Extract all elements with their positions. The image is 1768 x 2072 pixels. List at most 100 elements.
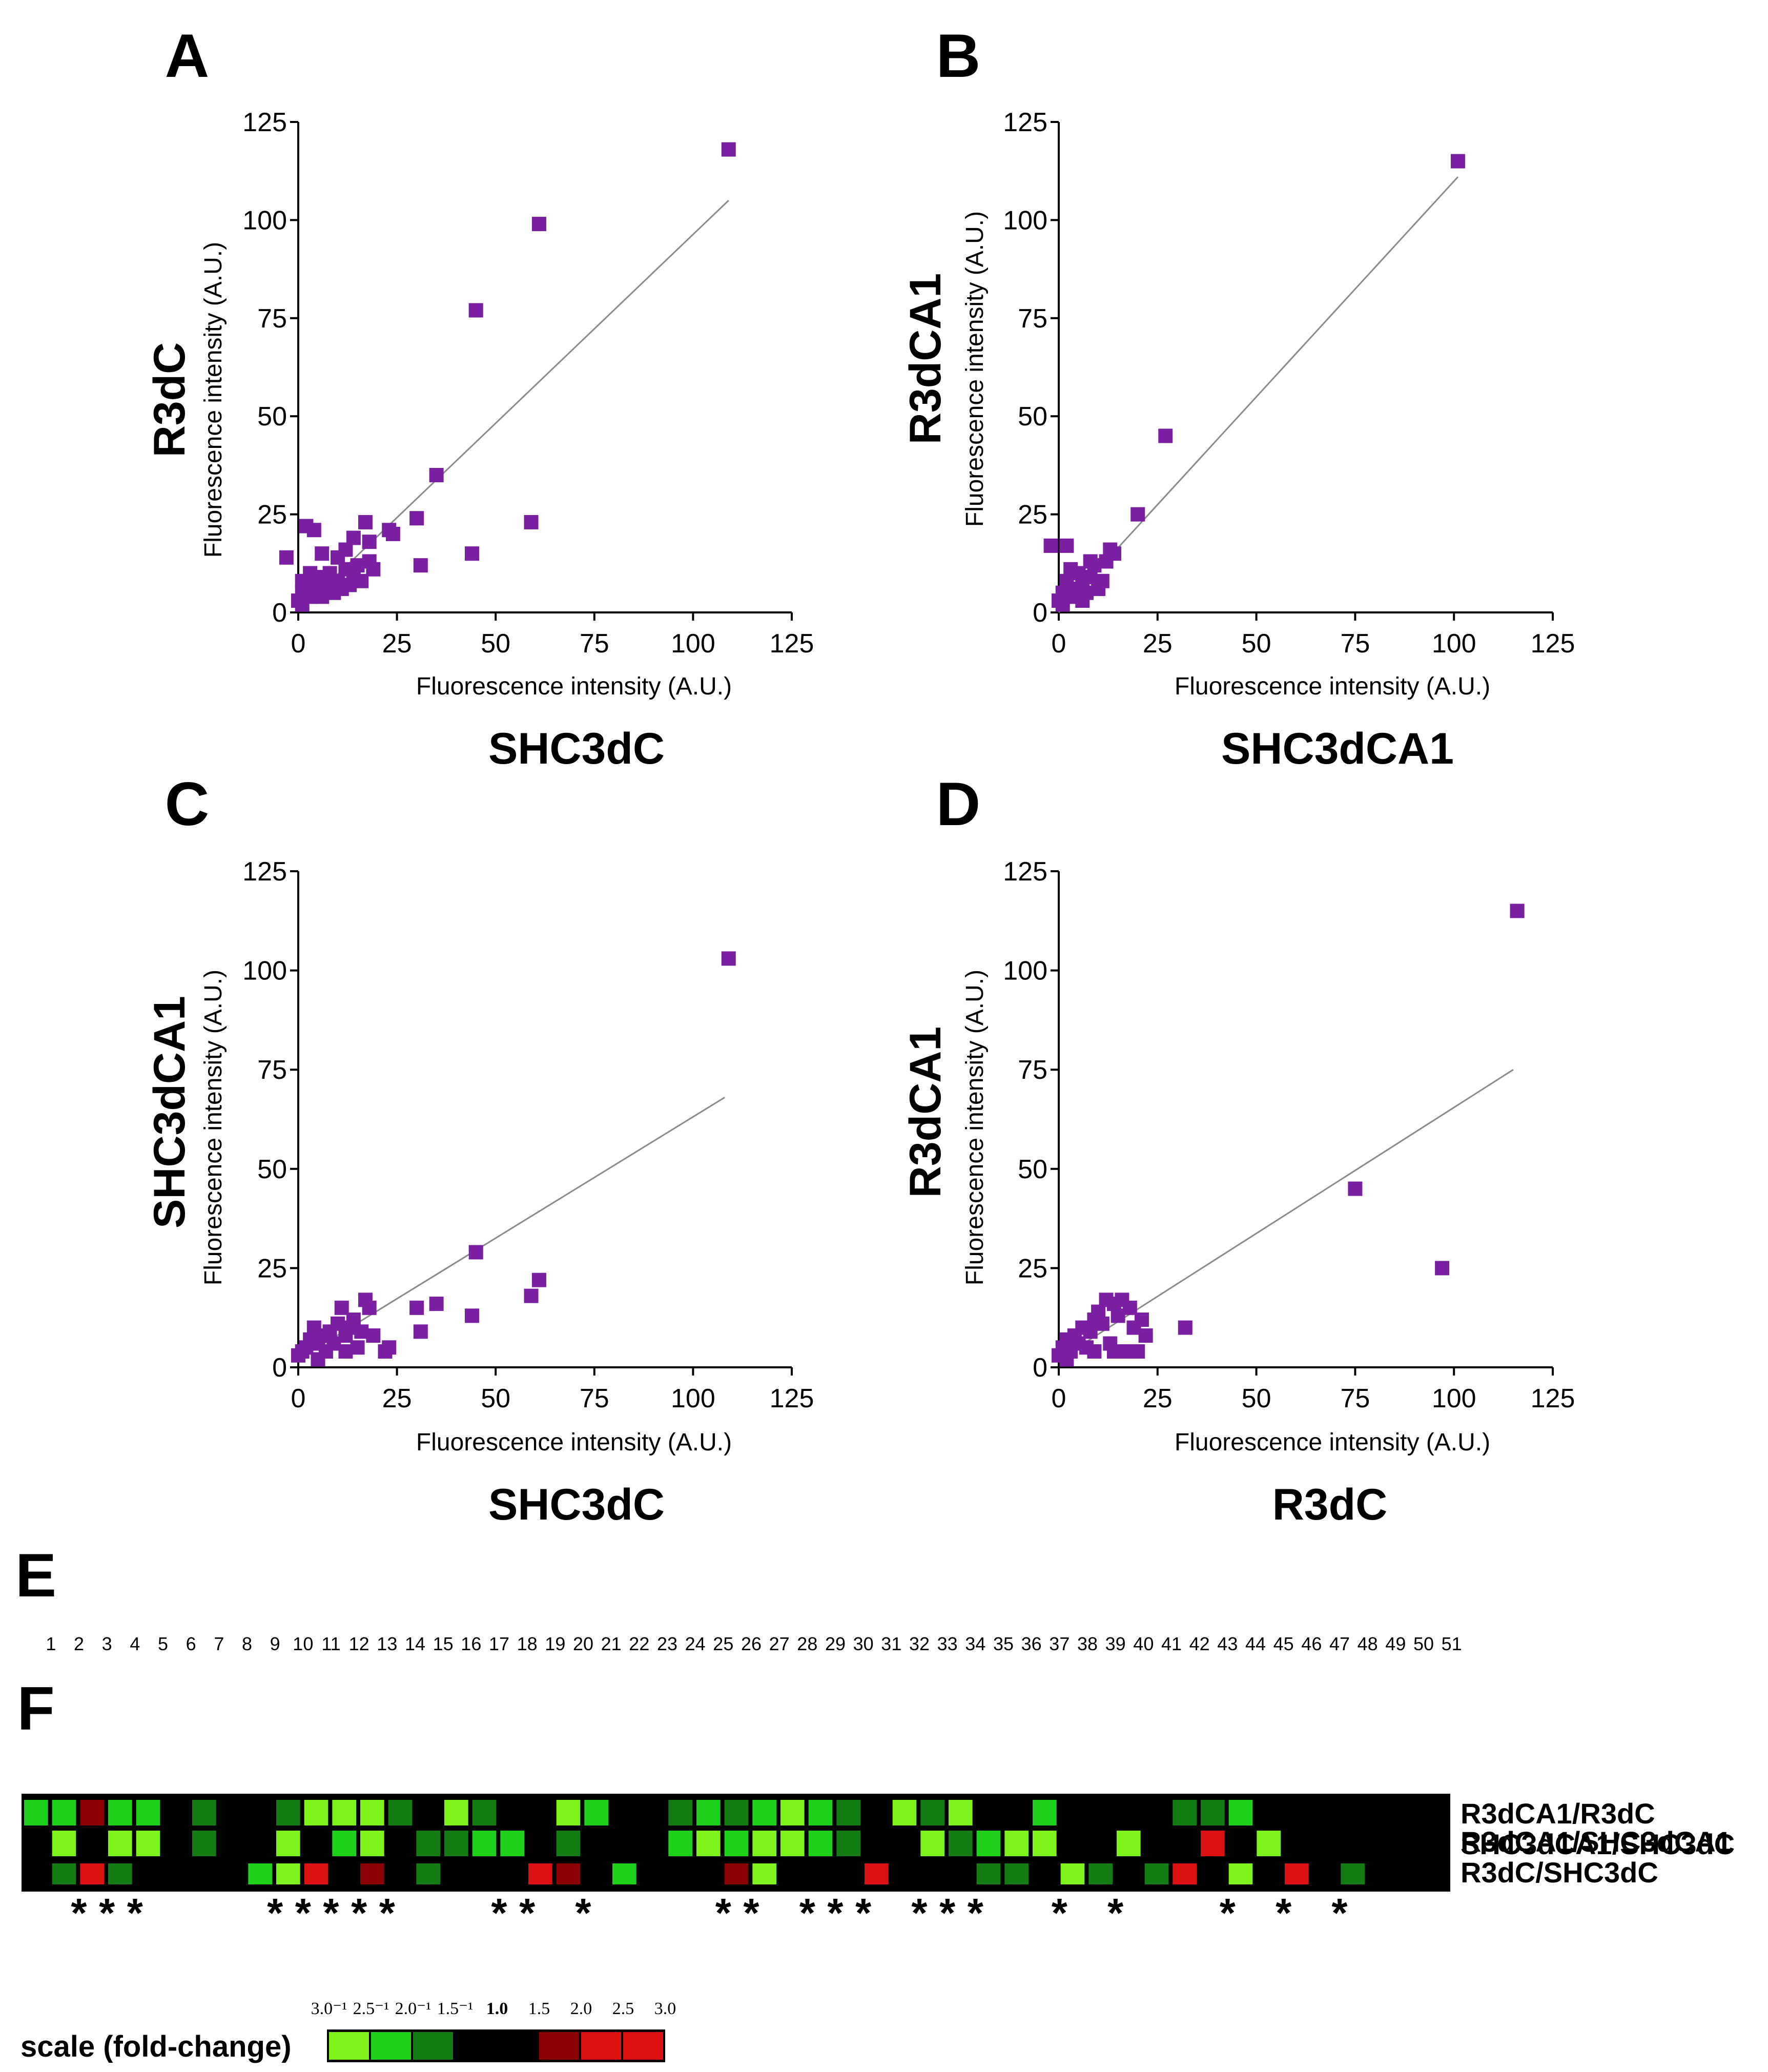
data-point xyxy=(1071,582,1086,597)
y-tick-label: 25 xyxy=(1018,1254,1047,1283)
column-number: 3 xyxy=(102,1633,112,1654)
scale-swatch xyxy=(413,2032,453,2060)
heatmap-panels: E1 2 3 4 5 6 7 8 9 10 11 12 13 14 15 16 17 18 19 20 21 22 23 24… xyxy=(15,1541,1735,1936)
significance-star: * xyxy=(99,1890,115,1936)
significance-star: * xyxy=(295,1890,312,1936)
heatmap-cell xyxy=(359,1830,385,1857)
heatmap-cell xyxy=(331,1799,357,1827)
significance-star: * xyxy=(1331,1890,1348,1936)
y-tick-label: 50 xyxy=(257,1155,287,1184)
scale-swatch xyxy=(581,2032,621,2060)
x-tick-label: 125 xyxy=(1531,1384,1575,1413)
column-number: 34 xyxy=(965,1633,985,1654)
data-point xyxy=(295,597,310,612)
data-point xyxy=(322,582,337,597)
x-tick-label: 125 xyxy=(1531,629,1575,659)
x-axis-title: Fluorescence intensity (A.U.) xyxy=(1175,673,1490,700)
column-number: 13 xyxy=(377,1633,397,1654)
column-number: 29 xyxy=(825,1633,846,1654)
x-tick-label: 50 xyxy=(481,629,510,659)
scale-tick-label: 1.5⁻¹ xyxy=(437,1999,474,2018)
column-number: 18 xyxy=(517,1633,538,1654)
column-number: 51 xyxy=(1442,1633,1462,1654)
heatmap-cell xyxy=(471,1830,498,1857)
heatmap-cell xyxy=(583,1799,610,1827)
scatter-panel-a: A 0 25 50 75 100 125 0 25 50 75 100 125 Fluorescence … xyxy=(145,22,814,773)
heatmap-row-label: R3dCA1/R3dC xyxy=(1461,1797,1655,1830)
scale-tick-label: 2.5⁻¹ xyxy=(353,1999,389,2018)
heatmap-cell xyxy=(471,1799,498,1827)
column-number: 20 xyxy=(573,1633,593,1654)
y-sample-label: R3dCA1 xyxy=(901,273,950,445)
panel-letter: A xyxy=(165,22,210,90)
scale-tick-label: 2.0 xyxy=(570,1999,592,2018)
significance-star: * xyxy=(939,1890,956,1936)
y-tick-label: 0 xyxy=(272,1353,287,1383)
heatmap-cell xyxy=(948,1799,974,1827)
scale-tick-label: 1.0 xyxy=(486,1999,508,2018)
column-number: 10 xyxy=(293,1633,313,1654)
heatmap-cell xyxy=(1032,1830,1058,1857)
column-number: 30 xyxy=(853,1633,874,1654)
heatmap-cell xyxy=(1227,1799,1254,1827)
x-tick-label: 75 xyxy=(1340,629,1370,659)
y-tick-label: 0 xyxy=(272,598,287,628)
data-point xyxy=(362,1300,377,1315)
column-number: 8 xyxy=(242,1633,252,1654)
heatmap-cell xyxy=(275,1830,301,1857)
data-point xyxy=(1178,1320,1193,1335)
significance-star: * xyxy=(855,1890,872,1936)
data-point xyxy=(358,515,373,529)
heatmap-cell xyxy=(415,1830,441,1857)
y-axis-title: Fluorescence intensity (A.U.) xyxy=(961,970,989,1285)
scale-swatch xyxy=(455,2032,495,2060)
column-number: 39 xyxy=(1105,1633,1126,1654)
x-tick-label: 100 xyxy=(671,629,715,659)
column-number: 35 xyxy=(993,1633,1014,1654)
significance-star: * xyxy=(267,1890,283,1936)
x-tick-label: 25 xyxy=(1143,1384,1173,1413)
heatmap-row-label: R3dCA1/SHC3dCA1 xyxy=(1461,1825,1732,1858)
data-point xyxy=(464,546,479,561)
heatmap-cell xyxy=(443,1799,469,1827)
data-point xyxy=(524,1288,539,1303)
y-tick-label: 75 xyxy=(257,304,287,334)
column-number: 45 xyxy=(1273,1633,1294,1654)
y-sample-label: R3dCA1 xyxy=(901,1027,950,1198)
y-axis-title: Fluorescence intensity (A.U.) xyxy=(200,242,227,558)
y-tick-label: 50 xyxy=(1018,1155,1047,1184)
column-number: 33 xyxy=(937,1633,958,1654)
x-tick-label: 100 xyxy=(671,1384,715,1413)
column-number: 1 xyxy=(46,1633,56,1654)
heatmap-cell xyxy=(51,1799,77,1827)
heatmap-cell xyxy=(751,1830,778,1857)
y-tick-label: 25 xyxy=(257,500,287,530)
x-tick-label: 125 xyxy=(770,1384,814,1413)
data-point xyxy=(413,558,428,573)
data-point xyxy=(1095,1316,1109,1331)
x-sample-label: SHC3dC xyxy=(488,1480,665,1529)
column-number: 46 xyxy=(1301,1633,1322,1654)
scale-swatch xyxy=(497,2032,537,2060)
data-point xyxy=(1043,538,1058,553)
column-number: 23 xyxy=(657,1633,677,1654)
data-point xyxy=(413,1324,428,1339)
column-number: 25 xyxy=(713,1633,733,1654)
y-sample-label: R3dC xyxy=(145,342,194,458)
x-axis-title: Fluorescence intensity (A.U.) xyxy=(1175,1429,1490,1456)
significance-star: * xyxy=(1276,1890,1292,1936)
y-sample-label: SHC3dCA1 xyxy=(145,996,194,1228)
data-point xyxy=(1435,1261,1450,1276)
data-point xyxy=(385,526,400,541)
column-number: 7 xyxy=(214,1633,224,1654)
data-point xyxy=(1083,554,1098,569)
data-point xyxy=(429,468,444,483)
significance-star: * xyxy=(127,1890,143,1936)
heatmap-cell xyxy=(107,1799,133,1827)
scatter-panels: A 0 25 50 75 100 125 0 25 50 75 100 125 Fluorescence … xyxy=(145,22,1575,1529)
heatmap-cell xyxy=(135,1830,161,1857)
data-point xyxy=(1450,154,1465,169)
column-number: 49 xyxy=(1385,1633,1406,1654)
data-point xyxy=(1095,573,1109,588)
